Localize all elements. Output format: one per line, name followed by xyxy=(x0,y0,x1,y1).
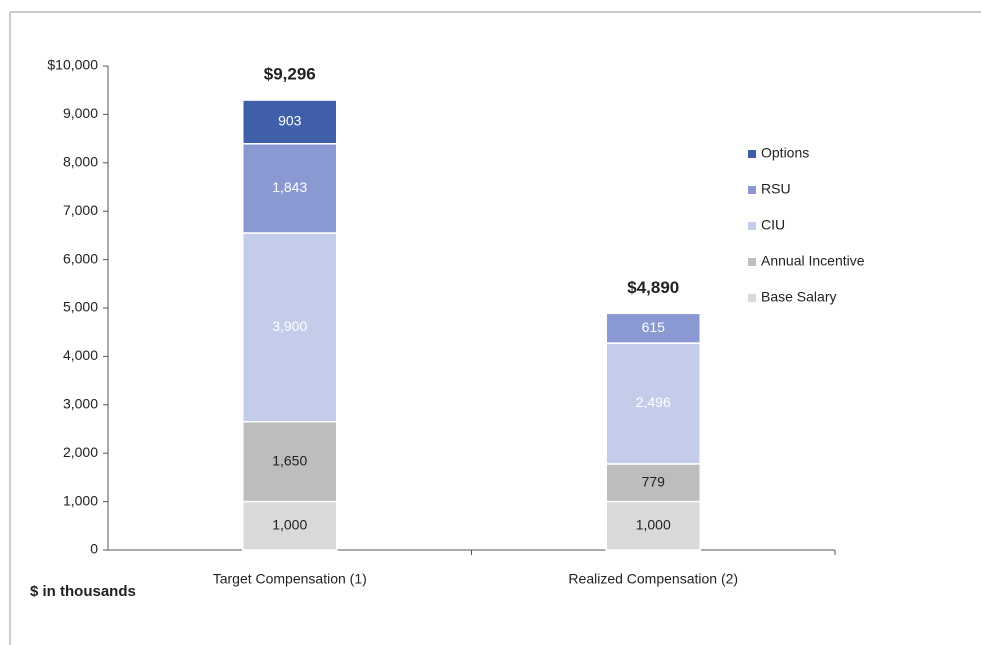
legend-label: CIU xyxy=(761,217,785,233)
axis-note: $ in thousands xyxy=(30,583,136,600)
total-label: $4,890 xyxy=(627,278,679,297)
y-tick-label: 4,000 xyxy=(63,347,98,363)
total-label: $9,296 xyxy=(264,65,316,84)
y-tick-label: $10,000 xyxy=(47,57,98,73)
bar-segment xyxy=(242,232,338,423)
y-tick-label: 1,000 xyxy=(63,492,98,508)
segment-label: 3,900 xyxy=(272,318,307,334)
bar-segment xyxy=(605,342,701,465)
y-tick-label: 6,000 xyxy=(63,250,98,266)
legend-label: Options xyxy=(761,145,809,161)
bar-segment xyxy=(605,312,701,344)
legend-swatch xyxy=(748,294,756,302)
segment-label: 1,000 xyxy=(636,517,671,533)
legend-swatch xyxy=(748,150,756,158)
segment-label: 615 xyxy=(642,319,666,335)
segment-label: 1,000 xyxy=(272,517,307,533)
legend-swatch xyxy=(748,186,756,194)
y-tick-label: 5,000 xyxy=(63,299,98,315)
segment-label: 1,650 xyxy=(272,452,307,468)
bar-segment xyxy=(242,143,338,234)
y-tick-label: 9,000 xyxy=(63,105,98,121)
y-tick-label: 0 xyxy=(90,541,98,557)
legend-label: Base Salary xyxy=(761,289,836,305)
segment-label: 1,843 xyxy=(272,179,307,195)
x-tick-label: Target Compensation (1) xyxy=(213,571,367,587)
bar-segment xyxy=(242,500,338,551)
legend-label: Annual Incentive xyxy=(761,253,865,269)
segment-label: 903 xyxy=(278,113,302,129)
bar-segment xyxy=(605,500,701,551)
y-tick-label: 2,000 xyxy=(63,444,98,460)
segment-label: 2,496 xyxy=(636,394,671,410)
x-tick-label: Realized Compensation (2) xyxy=(568,571,738,587)
legend-swatch xyxy=(748,258,756,266)
y-tick-label: 7,000 xyxy=(63,202,98,218)
y-tick-label: 8,000 xyxy=(63,154,98,170)
legend-label: RSU xyxy=(761,181,791,197)
segment-label: 779 xyxy=(642,473,666,489)
bar-segment xyxy=(242,99,338,145)
y-tick-label: 3,000 xyxy=(63,396,98,412)
legend-swatch xyxy=(748,222,756,230)
bar-segment xyxy=(242,420,338,503)
